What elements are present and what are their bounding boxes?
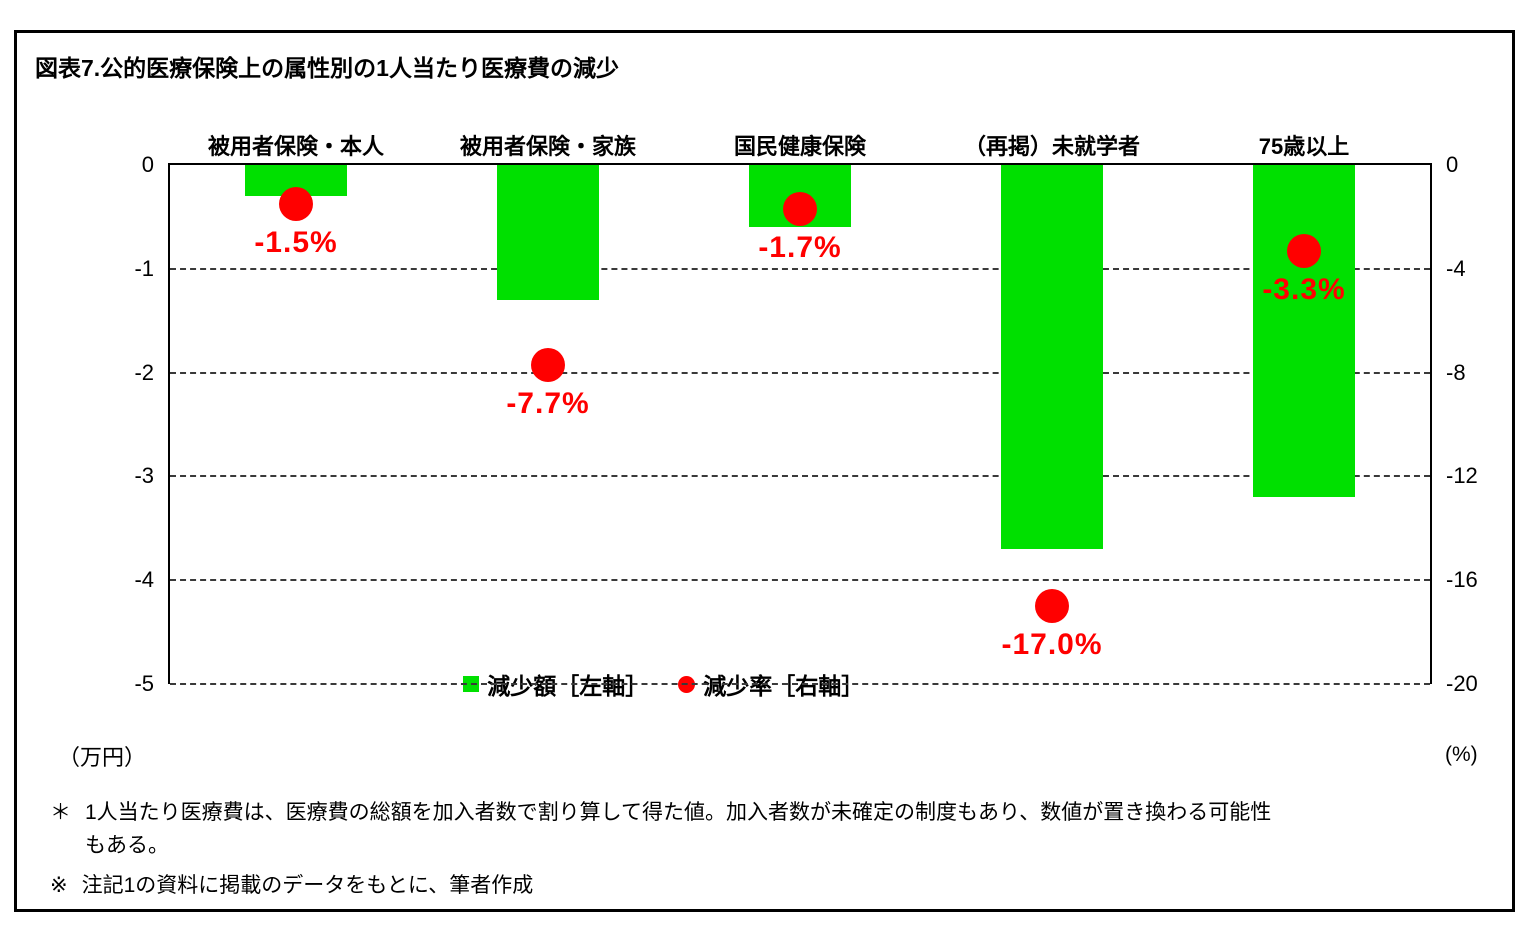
category-label: 75歳以上 (1258, 134, 1350, 159)
bar-decrease-amount (1001, 165, 1103, 550)
left-axis-tick: -1 (134, 255, 154, 281)
gridline (170, 579, 1430, 582)
legend-item-bar: 減少額［左軸］ (463, 667, 648, 701)
note-marker: ＊ (50, 801, 71, 824)
point-decrease-rate (531, 347, 565, 382)
left-axis-unit: （万円） (58, 745, 147, 770)
left-axis-tick: 0 (141, 152, 154, 177)
notes-block: ＊ 1人当たり医療費は、医療費の総額を加入者数で割り算して得た値。加入者数が未確… (50, 796, 1478, 909)
note-marker: ※ (50, 874, 68, 897)
right-axis-tick: -12 (1446, 463, 1478, 489)
bar-decrease-amount (497, 165, 599, 300)
gridline (170, 267, 1430, 270)
chart-title: 図表7.公的医療保険上の属性別の1人当たり医療費の減少 (35, 55, 619, 81)
gridline (170, 683, 1430, 685)
plot-area: 減少額［左軸］ 減少率［右軸］ 0 -1 -2 -3 -4 -5 0 -4 -8 -12 -16 -2… (134, 134, 1478, 703)
right-axis-tick: -8 (1446, 359, 1466, 385)
rate-value-label: -1.7% (758, 231, 842, 265)
left-axis-tick: -5 (134, 671, 154, 696)
legend-point-label: 減少率［右軸］ (703, 673, 865, 699)
legend-item-point: 減少率［右軸］ (678, 667, 864, 701)
point-decrease-rate (1035, 589, 1069, 624)
left-axis-tick: -4 (134, 567, 154, 593)
note-line: ＊ 1人当たり医療費は、医療費の総額を加入者数で割り算して得た値。加入者数が未確… (50, 796, 1478, 862)
right-axis-tick: 0 (1446, 152, 1459, 177)
category-label: 被用者保険・家族 (459, 134, 637, 159)
note-line: ※ 注記1の資料に掲載のデータをもとに、筆者作成 (50, 869, 1478, 902)
rate-value-label: -1.5% (254, 225, 338, 259)
gridline (170, 371, 1430, 374)
rate-value-label: -7.7% (506, 386, 590, 420)
right-axis-tick: -16 (1446, 567, 1478, 593)
right-axis-tick: -20 (1446, 671, 1478, 696)
note-text: 注記1の資料に掲載のデータをもとに、筆者作成 (81, 874, 534, 897)
left-axis-tick: -3 (134, 463, 154, 489)
rate-value-label: -3.3% (1262, 272, 1346, 306)
category-label: 国民健康保険 (733, 134, 867, 159)
note-text: 1人当たり医療費は、医療費の総額を加入者数で割り算して得た値。加入者数が未確定の… (85, 801, 1272, 857)
category-label: （再掲）未就学者 (963, 134, 1141, 159)
point-decrease-rate (1287, 233, 1321, 268)
left-axis-tick: -2 (134, 359, 154, 385)
point-decrease-rate (783, 192, 817, 227)
bar-decrease-amount (1253, 165, 1355, 498)
category-label: 被用者保険・本人 (207, 134, 385, 159)
gridline (170, 475, 1430, 478)
chart-frame: 図表7.公的医療保険上の属性別の1人当たり医療費の減少 減少額［左軸］ 減少率［… (14, 30, 1515, 912)
legend-bar-label: 減少額［左軸］ (487, 673, 649, 699)
right-axis-tick: -4 (1446, 255, 1466, 281)
rate-value-label: -17.0% (1001, 628, 1103, 662)
right-axis-unit: (%) (1445, 743, 1478, 766)
point-decrease-rate (279, 186, 313, 221)
